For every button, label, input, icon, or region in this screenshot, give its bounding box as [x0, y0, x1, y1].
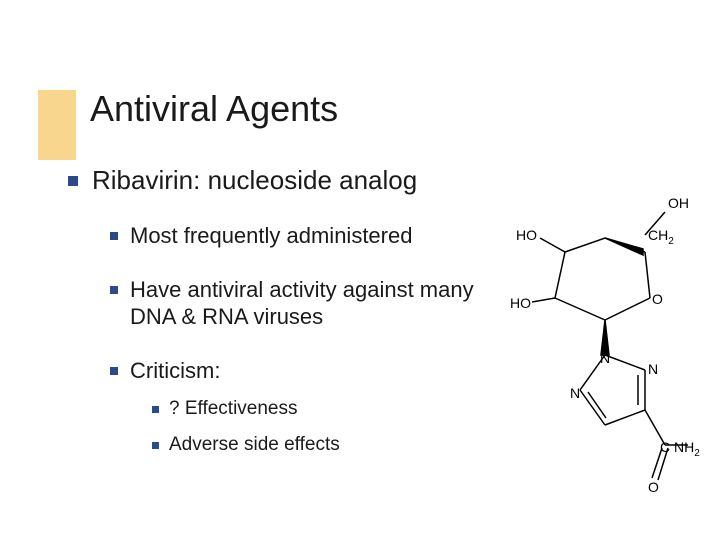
mol-label-ch2: CH2 [648, 227, 674, 247]
bullet-lvl2: Most frequently administered [110, 222, 488, 250]
mol-label-oh: OH [668, 195, 689, 211]
bullet-lvl3: Adverse side effects [152, 434, 488, 456]
mol-label-nh2: NH2 [674, 439, 700, 459]
bullet-icon [110, 367, 118, 375]
mol-label-o-dbl: O [648, 479, 659, 495]
bullet-lvl2-text: Have antiviral activity against many DNA… [130, 276, 488, 331]
mol-label-c: C [660, 439, 670, 455]
bullet-lvl3-text: Adverse side effects [169, 434, 340, 456]
bullet-lvl1-text: Ribavirin: nucleoside analog [92, 165, 417, 196]
accent-block [38, 90, 76, 160]
mol-label-o-ring: O [652, 291, 663, 307]
bullet-lvl2: Criticism: [110, 357, 488, 385]
bullet-icon [152, 442, 159, 449]
mol-label-n1: N [600, 350, 610, 366]
bullet-icon [152, 406, 159, 413]
mol-label-n3: N [570, 385, 580, 401]
mol-label-n2: N [648, 361, 658, 377]
mol-label-ho2: HO [510, 295, 531, 311]
bullet-lvl3-text: ? Effectiveness [169, 398, 298, 420]
slide-title: Antiviral Agents [90, 88, 338, 130]
bullet-lvl2: Have antiviral activity against many DNA… [110, 276, 488, 331]
bullet-icon [110, 286, 118, 294]
bullet-lvl1: Ribavirin: nucleoside analog [68, 165, 488, 196]
mol-label-ho1: HO [516, 227, 537, 243]
bullet-lvl2-text: Most frequently administered [130, 222, 412, 250]
bullet-icon [110, 232, 118, 240]
bullet-lvl3: ? Effectiveness [152, 398, 488, 420]
molecule-structure: OH HO CH2 HO O N N N C NH2 O [510, 190, 700, 510]
bullet-lvl2-text: Criticism: [130, 357, 220, 385]
content-area: Ribavirin: nucleoside analog Most freque… [68, 165, 488, 470]
bullet-icon [68, 176, 78, 186]
